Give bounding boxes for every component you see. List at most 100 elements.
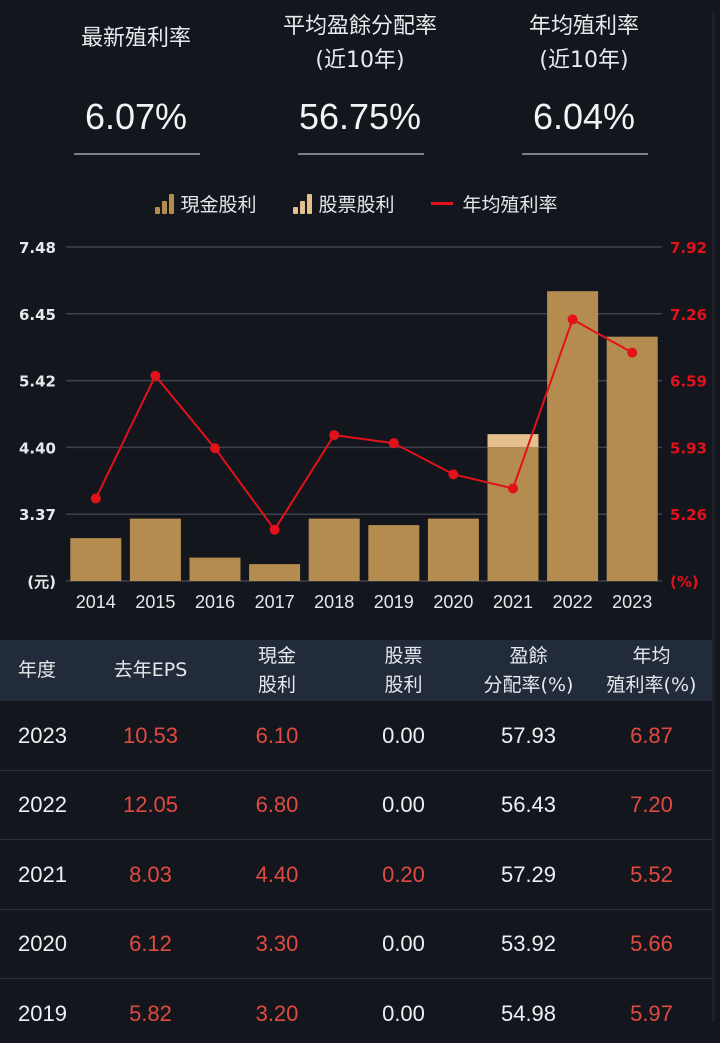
avg-yield-point[interactable] — [388, 438, 399, 449]
stat-avg-payout: 平均盈餘分配率 (近10年) — [260, 10, 460, 78]
cell-cash-dividend: 6.10 — [255, 722, 299, 748]
cash-dividend-bar[interactable] — [70, 538, 122, 581]
cell-cash-dividend: 6.80 — [255, 792, 299, 818]
stat-label-sub: (近10年) — [315, 48, 405, 73]
left-axis-tick: 6.45 — [19, 306, 56, 324]
header-eps[interactable]: 去年EPS — [113, 659, 188, 681]
legend-label: 股票股利 — [318, 194, 395, 216]
cell-year: 2022 — [18, 792, 67, 818]
right-axis-unit: (%) — [670, 573, 699, 591]
x-axis-tick: 2018 — [314, 592, 354, 612]
x-axis-tick: 2022 — [553, 592, 593, 612]
stock-dividend-bar[interactable] — [487, 434, 539, 448]
avg-yield-point[interactable] — [627, 347, 638, 358]
cell-year: 2019 — [18, 1000, 67, 1026]
x-axis-tick: 2015 — [135, 592, 175, 612]
bar-chart-icon — [155, 193, 175, 214]
divider — [522, 153, 648, 155]
cell-payout-ratio: 57.93 — [500, 722, 557, 748]
cash-dividend-bar[interactable] — [368, 525, 420, 581]
stat-latest-yield: 最新殖利率 — [36, 22, 236, 56]
avg-yield-point[interactable] — [567, 314, 578, 325]
avg-yield-point[interactable] — [329, 430, 340, 441]
stat-label: 年均殖利率 — [528, 14, 639, 39]
cash-dividend-bar[interactable] — [189, 557, 241, 581]
x-axis-tick: 2014 — [76, 592, 116, 612]
cell-payout-ratio: 54.98 — [500, 1000, 557, 1026]
avg-yield-point[interactable] — [448, 469, 459, 480]
stat-avg-yield: 年均殖利率 (近10年) — [484, 10, 684, 78]
stat-label: 平均盈餘分配率 — [282, 14, 437, 39]
divider — [74, 153, 200, 155]
cash-dividend-bar[interactable] — [249, 564, 301, 581]
header-payout-ratio[interactable]: 盈餘 分配率(%) — [483, 644, 574, 696]
cell-payout-ratio: 57.29 — [500, 861, 557, 887]
cash-dividend-bar[interactable] — [308, 518, 360, 581]
scrollbar[interactable] — [712, 12, 715, 1022]
legend-stock-dividend[interactable]: 股票股利 — [292, 190, 395, 217]
left-axis-tick: 4.40 — [19, 439, 56, 457]
cell-eps: 10.53 — [122, 722, 179, 748]
cell-cash-dividend: 3.30 — [255, 931, 299, 957]
right-axis-tick: 6.59 — [670, 373, 707, 391]
left-axis-tick: 3.37 — [19, 506, 56, 524]
cell-cash-dividend: 4.40 — [255, 861, 299, 887]
left-axis-unit: (元) — [27, 573, 56, 591]
cell-year: 2023 — [18, 722, 67, 748]
cell-eps: 5.82 — [129, 1000, 172, 1026]
x-axis-tick: 2016 — [195, 592, 235, 612]
cell-stock-dividend: 0.00 — [382, 722, 425, 748]
right-axis-tick: 5.26 — [670, 506, 707, 524]
cash-dividend-bar[interactable] — [129, 518, 181, 581]
cell-stock-dividend: 0.00 — [382, 931, 425, 957]
legend-cash-dividend[interactable]: 現金股利 — [154, 190, 256, 217]
x-axis-tick: 2023 — [612, 592, 652, 612]
cash-dividend-bar[interactable] — [547, 291, 599, 581]
right-axis-tick: 5.93 — [670, 439, 707, 457]
header-year[interactable]: 年度 — [18, 659, 57, 681]
table-body: 2023 10.53 6.10 0.00 57.93 6.87 2022 12.05 6.80 0… — [0, 701, 712, 1043]
line-swatch-icon — [430, 202, 453, 205]
cell-avg-yield: 7.20 — [630, 792, 673, 818]
cell-eps: 8.03 — [129, 861, 172, 887]
left-axis-tick: 7.48 — [19, 239, 56, 257]
avg-yield-point[interactable] — [269, 524, 280, 535]
left-axis-tick: 5.42 — [19, 373, 56, 391]
cell-avg-yield: 5.66 — [630, 931, 673, 957]
cell-payout-ratio: 53.92 — [500, 931, 557, 957]
cell-stock-dividend: 0.20 — [382, 861, 425, 887]
x-axis-tick: 2019 — [374, 592, 414, 612]
divider — [298, 153, 424, 155]
table-row[interactable]: 2022 12.05 6.80 0.00 56.43 7.20 — [0, 771, 712, 840]
x-axis-tick: 2021 — [493, 592, 533, 612]
stat-label: 最新殖利率 — [80, 26, 191, 51]
stat-value: 56.75% — [298, 96, 422, 137]
header-avg-yield[interactable]: 年均 殖利率(%) — [606, 644, 697, 696]
legend-label: 年均殖利率 — [462, 194, 558, 216]
cell-stock-dividend: 0.00 — [382, 1000, 425, 1026]
summary-panel: 最新殖利率 6.07% 平均盈餘分配率 (近10年) 56.75% 年均殖利率 … — [0, 0, 712, 170]
avg-yield-point[interactable] — [210, 443, 220, 454]
dividend-chart: 7.48 7.92 6.45 7.26 5.42 6.59 4.40 5.93 3.37 5.26… — [19, 239, 707, 612]
x-axis-tick: 2017 — [255, 592, 295, 612]
cash-dividend-bar[interactable] — [487, 447, 539, 581]
table-row[interactable]: 2020 6.12 3.30 0.00 53.92 5.66 — [0, 910, 712, 979]
header-stock-dividend[interactable]: 股票 股利 — [384, 644, 423, 696]
avg-yield-point[interactable] — [508, 483, 518, 494]
header-cash-dividend[interactable]: 現金 股利 — [257, 644, 296, 696]
right-axis-tick: 7.92 — [670, 239, 707, 257]
cell-year: 2021 — [18, 861, 67, 887]
stat-value: 6.07% — [84, 96, 188, 137]
table-row[interactable]: 2021 8.03 4.40 0.20 57.29 5.52 — [0, 840, 712, 910]
avg-yield-point[interactable] — [90, 493, 101, 504]
legend-avg-yield[interactable]: 年均殖利率 — [430, 190, 558, 217]
avg-yield-point[interactable] — [150, 370, 161, 381]
cash-dividend-bar[interactable] — [606, 336, 658, 581]
table-row[interactable]: 2023 10.53 6.10 0.00 57.93 6.87 — [0, 701, 712, 771]
cell-eps: 12.05 — [122, 792, 179, 818]
table-row[interactable]: 2019 5.82 3.20 0.00 54.98 5.97 — [0, 979, 712, 1043]
chart-legend: 現金股利 股票股利 年均殖利率 — [0, 190, 712, 217]
legend-label: 現金股利 — [180, 194, 257, 216]
cell-payout-ratio: 56.43 — [500, 792, 557, 818]
cash-dividend-bar[interactable] — [427, 518, 479, 581]
